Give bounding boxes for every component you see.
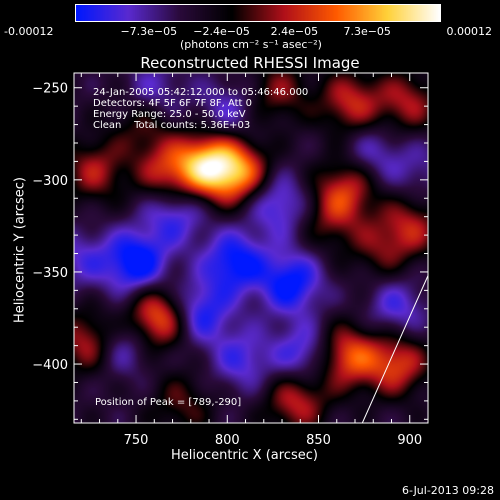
colorbar-tick-label: −7.3e−05 xyxy=(120,25,178,38)
y-tick-label: −350 xyxy=(32,266,68,281)
colorbar-tick-label: 7.3e−05 xyxy=(343,25,391,38)
peak-position-label: Position of Peak = [789,-290] xyxy=(95,397,242,408)
y-tick-label: −300 xyxy=(32,174,68,189)
timestamp: 6-Jul-2013 09:28 xyxy=(401,484,494,497)
info-time-range: 24-Jan-2005 05:42:12.000 to 05:46:46.000 xyxy=(93,87,309,98)
y-axis-label: Heliocentric Y (arcsec) xyxy=(12,177,28,323)
colorbar-tick-label: 2.4e−05 xyxy=(270,25,319,38)
chart-title: Reconstructed RHESSI Image xyxy=(140,54,360,72)
x-tick-label: 900 xyxy=(397,433,422,448)
plot-frame xyxy=(73,72,429,424)
colorbar-tick-label: −2.4e−05 xyxy=(193,25,250,38)
solar-limb-line xyxy=(361,275,429,424)
colorbar-tick-label: -0.00012 xyxy=(4,25,54,38)
colorbar-tick-label: 0.00012 xyxy=(446,25,493,38)
info-energy-range: Energy Range: 25.0 - 50.0 keV xyxy=(93,109,246,120)
x-tick-label: 850 xyxy=(306,433,331,448)
colorbar xyxy=(75,4,441,22)
x-axis-label: Heliocentric X (arcsec) xyxy=(171,448,318,463)
info-detectors: Detectors: 4F 5F 6F 7F 8F, Att 0 xyxy=(93,98,253,109)
colorbar-unit-label: (photons cm⁻² s⁻¹ asec⁻²) xyxy=(180,38,322,51)
info-clean-counts: Clean Total counts: 5.36E+03 xyxy=(93,120,251,131)
heatmap-image xyxy=(74,73,428,423)
y-tick-label: −250 xyxy=(32,82,68,97)
x-tick-label: 750 xyxy=(124,433,149,448)
y-tick-label: −400 xyxy=(32,358,68,373)
x-tick-label: 800 xyxy=(215,433,240,448)
